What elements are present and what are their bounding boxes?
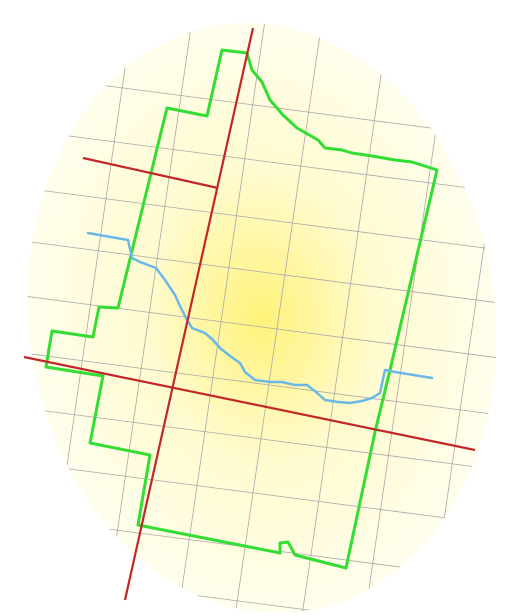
- boundary-polygon[interactable]: [44, 48, 439, 570]
- river-line[interactable]: [86, 231, 434, 405]
- reference-line-short[interactable]: [82, 156, 219, 190]
- reference-line-vertical[interactable]: [123, 27, 255, 601]
- reference-line-horizontal[interactable]: [23, 355, 476, 452]
- reference-lines-layer: [23, 27, 476, 601]
